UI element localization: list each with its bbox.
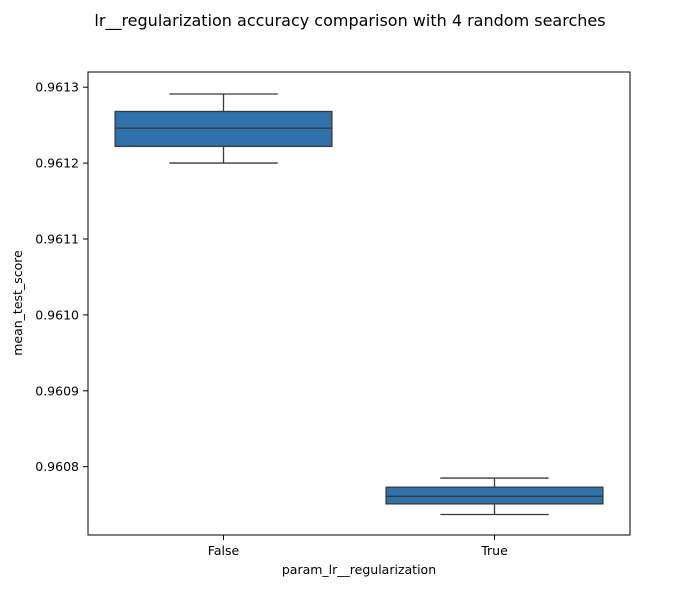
chart-title: lr__regularization accuracy comparison w…: [94, 11, 605, 31]
y-tick-label: 0.9610: [35, 307, 79, 322]
box-true: [385, 486, 604, 505]
y-tick-label: 0.9611: [35, 231, 79, 246]
plot-frame: [87, 71, 631, 536]
y-tick-label: 0.9609: [35, 383, 79, 398]
plot-area: 0.9608 0.9609 0.9610 0.9611 0.9612 0.9613 Fals…: [35, 71, 631, 558]
y-tick-label: 0.9612: [35, 156, 79, 171]
x-tick-label: False: [208, 543, 240, 558]
y-tick-label: 0.9613: [35, 80, 79, 95]
y-tick-label: 0.9608: [35, 459, 79, 474]
x-tick-label: True: [480, 543, 508, 558]
box-false: [114, 110, 333, 148]
y-axis-label: mean_test_score: [10, 250, 25, 356]
x-axis-label: param_lr__regularization: [282, 562, 436, 577]
